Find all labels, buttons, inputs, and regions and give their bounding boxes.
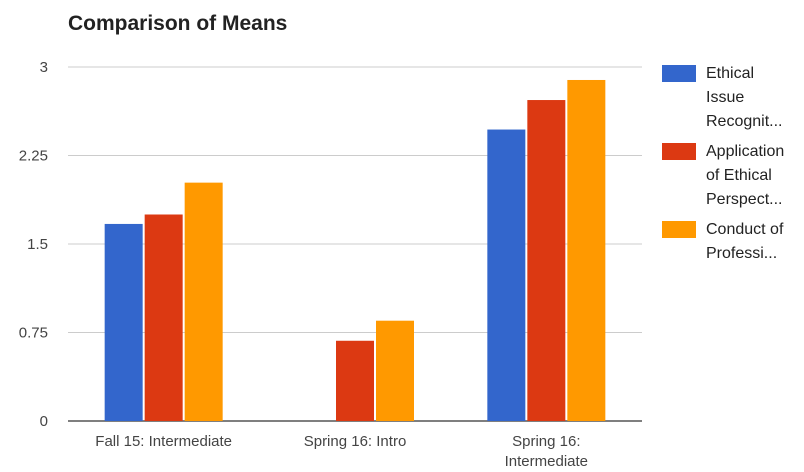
x-tick-label-line: Spring 16: <box>512 433 580 450</box>
x-tick-label-line: Fall 15: Intermediate <box>95 433 232 450</box>
legend-label: Application of Ethical Perspect... <box>706 143 785 208</box>
legend-swatch <box>662 143 696 160</box>
legend-item[interactable]: Ethical Issue Recognit... <box>662 62 802 134</box>
bar[interactable] <box>144 214 183 422</box>
y-tick-label: 0 <box>40 413 48 430</box>
x-tick-label: Spring 16: Intermediate <box>505 433 588 470</box>
x-tick-label: Fall 15: Intermediate <box>95 433 232 450</box>
y-tick-label: 2.25 <box>19 148 48 165</box>
y-tick-label: 0.75 <box>19 325 48 342</box>
chart-title: Comparison of Means <box>68 12 288 35</box>
legend-item[interactable]: Conduct of Professi... <box>662 218 802 266</box>
legend-label: Ethical Issue Recognit... <box>706 65 783 130</box>
bar[interactable] <box>104 223 143 421</box>
bar[interactable] <box>336 340 374 421</box>
bar[interactable] <box>376 320 414 421</box>
bar[interactable] <box>184 182 223 421</box>
axis-labels: 0 0.75 1.5 2.25 3 Fall 15: Intermediate Spring… <box>19 59 588 470</box>
x-tick-label-line: Spring 16: Intro <box>304 433 407 450</box>
legend-swatch <box>662 65 696 82</box>
bar[interactable] <box>487 129 526 422</box>
bar[interactable] <box>567 79 606 421</box>
bar[interactable] <box>527 100 566 421</box>
legend-item[interactable]: Application of Ethical Perspect... <box>662 140 802 212</box>
legend-label: Conduct of Professi... <box>706 221 784 262</box>
x-tick-label: Spring 16: Intro <box>304 433 407 450</box>
x-tick-label-line: Intermediate <box>505 453 588 470</box>
y-tick-label: 3 <box>40 59 48 76</box>
bars <box>104 79 606 422</box>
legend-swatch <box>662 221 696 238</box>
legend: Ethical Issue Recognit... Application of Eth… <box>662 62 802 272</box>
y-tick-label: 1.5 <box>27 236 48 253</box>
